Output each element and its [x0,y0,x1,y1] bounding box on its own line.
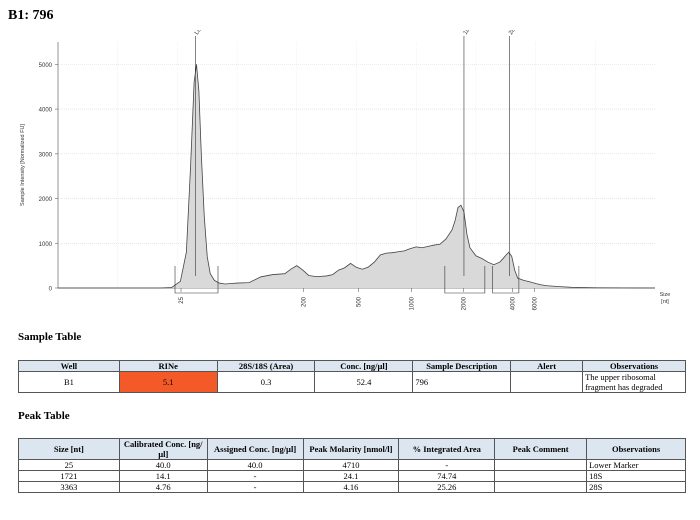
x-tick-label: 1000 [409,296,415,310]
y-tick-label: 1000 [39,242,53,248]
table-row: 25 40.0 40.0 4710 - Lower Marker [18,459,686,471]
table-row: 1721 14.1 - 24.1 74.74 18S [18,470,686,482]
y-axis-label: Sample Intensity [Normalized FU] [20,124,26,206]
sample-table: Well RINe 28S/18S (Area) Conc. [ng/µl] S… [18,360,686,393]
col-header: Observations [586,438,686,460]
peak-table-header: Size [nt] Calibrated Conc. [ng/µl] Assig… [18,438,686,460]
cell-peak-comment [494,459,588,471]
cell-ratio: 0.3 [216,371,316,393]
cell-well: B1 [18,371,120,393]
cell-molarity: 4.16 [302,481,400,493]
x-tick-label: 500 [356,296,362,307]
y-tick-label: 0 [49,287,53,293]
col-header: Size [nt] [18,438,120,460]
x-axis-label: Size [660,292,671,298]
cell-calibrated-conc: 14.1 [118,470,208,482]
col-header: % Integrated Area [398,438,496,460]
cell-size: 1721 [18,470,120,482]
y-tick-label: 5000 [39,63,53,69]
x-axis-label: [nt] [661,299,669,305]
col-header: RINe [118,360,218,372]
col-header: Well [18,360,120,372]
x-tick-label: 25 [179,296,185,303]
col-header: Peak Molarity [nmol/l] [302,438,400,460]
cell-observations: 18S [586,470,686,482]
col-header: Conc. [ng/µl] [314,360,414,372]
cell-peak-comment [494,470,588,482]
col-header: Alert [510,360,584,372]
cell-molarity: 4710 [302,459,400,471]
cell-observations: Lower Marker [586,459,686,471]
peak-marker-label: Lower [194,30,208,36]
sample-title: B1: 796 [8,8,54,23]
peak-region-bracket [174,266,219,294]
peak-table-heading: Peak Table [18,410,70,422]
cell-observations: The upper ribosomal fragment has degrade… [582,371,686,393]
cell-assigned-conc: - [206,481,304,493]
x-tick-label: 2000 [461,296,467,310]
cell-description: 796 [412,371,512,393]
y-tick-label: 3000 [39,152,53,158]
y-tick-label: 2000 [39,197,53,203]
cell-conc: 52.4 [314,371,414,393]
cell-integrated-area: 25.26 [398,481,496,493]
peak-table: Size [nt] Calibrated Conc. [ng/µl] Assig… [18,438,686,493]
col-header: Peak Comment [494,438,588,460]
cell-molarity: 24.1 [302,470,400,482]
x-tick-label: 200 [301,296,307,307]
x-tick-label: 6000 [532,296,538,310]
cell-integrated-area: - [398,459,496,471]
cell-size: 25 [18,459,120,471]
sample-table-header: Well RINe 28S/18S (Area) Conc. [ng/µl] S… [18,360,686,372]
col-header: 28S/18S (Area) [216,360,316,372]
peak-marker-label: 18S [463,30,474,36]
cell-calibrated-conc: 40.0 [118,459,208,471]
cell-peak-comment [494,481,588,493]
cell-rine: 5.1 [118,371,218,393]
cell-assigned-conc: 40.0 [206,459,304,471]
peak-region-bracket [492,266,520,294]
col-header: Sample Description [412,360,512,372]
col-header: Assigned Conc. [ng/µl] [206,438,304,460]
y-tick-label: 4000 [39,108,53,114]
cell-integrated-area: 74.74 [398,470,496,482]
cell-calibrated-conc: 4.76 [118,481,208,493]
cell-observations: 28S [586,481,686,493]
electropherogram-chart: 0 1000 2000 3000 4000 5000 Sample Intensity [N… [20,30,671,310]
cell-alert [510,371,584,393]
cell-assigned-conc: - [206,470,304,482]
x-tick-label: 4000 [510,296,516,310]
peak-region-bracket [444,266,486,294]
col-header: Calibrated Conc. [ng/µl] [118,438,208,460]
table-row: 3363 4.76 - 4.16 25.26 28S [18,481,686,493]
sample-table-heading: Sample Table [18,331,82,343]
col-header: Observations [582,360,686,372]
table-row: B1 5.1 0.3 52.4 796 The upper ribosomal … [18,371,686,393]
peak-marker-label: 28S [508,30,519,36]
cell-size: 3363 [18,481,120,493]
